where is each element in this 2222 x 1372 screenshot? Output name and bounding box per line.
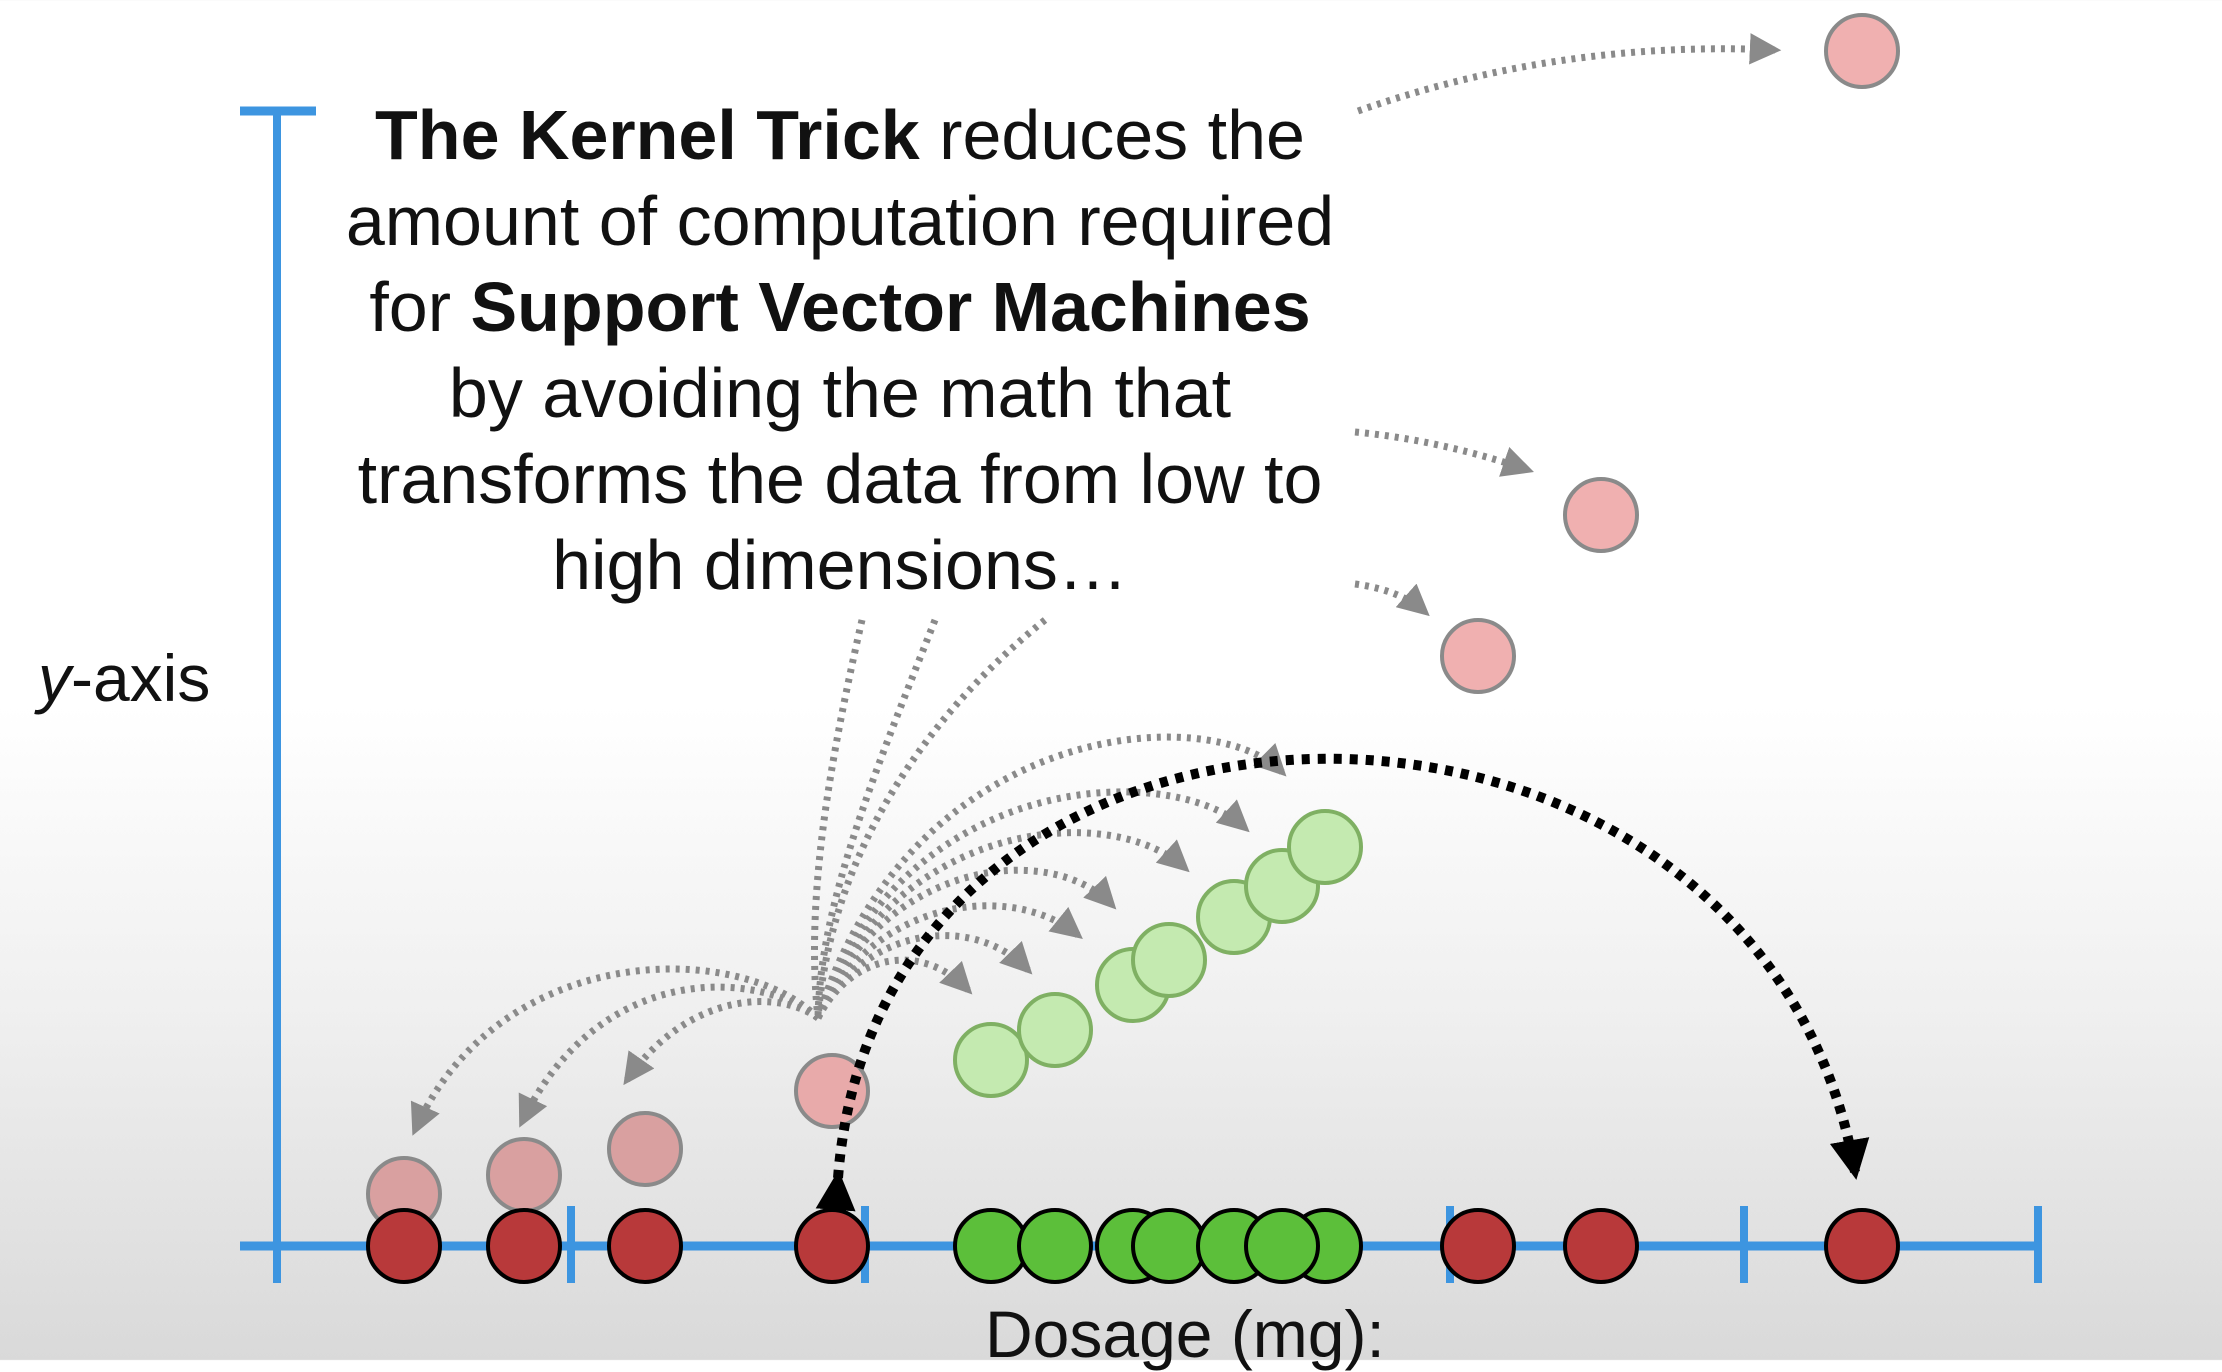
pink-point (486, 1137, 562, 1213)
x-axis-label: Dosage (mg): (985, 1297, 1385, 1371)
pink-point (607, 1111, 683, 1187)
arrow-left-3 (623, 998, 821, 1086)
light-green-point (953, 1022, 1029, 1098)
caption-text-2: by avoiding the math that transforms the… (357, 354, 1323, 604)
arrow-to-green-1 (814, 956, 973, 1020)
arrow-to-mid-pink (1354, 428, 1534, 477)
green-point (953, 1208, 1029, 1284)
arrow-to-green-6 (814, 788, 1250, 1020)
arrow-to-low-pink (1354, 580, 1430, 617)
green-point (1131, 1208, 1207, 1284)
red-point (1440, 1208, 1516, 1284)
pink-point (1440, 618, 1516, 694)
light-green-point (1287, 809, 1363, 885)
caption-bold-svm: Support Vector Machines (470, 268, 1311, 346)
caption-bold-kernel-trick: The Kernel Trick (375, 96, 920, 174)
arrow-to-green-2 (814, 932, 1033, 1020)
y-axis-label-rest: -axis (71, 641, 211, 715)
original-points (366, 1208, 1900, 1284)
arrow-left-2 (518, 983, 821, 1128)
arrow-to-top-pink (1356, 33, 1782, 115)
arrow-to-green-5 (814, 829, 1190, 1020)
arrow-from-caption-2 (814, 618, 939, 1019)
red-point (486, 1208, 562, 1284)
green-point (1017, 1208, 1093, 1284)
arrow-from-caption-1 (810, 619, 866, 1019)
y-axis-label-var: y (38, 641, 71, 715)
caption-text: The Kernel Trick reduces the amount of c… (330, 92, 1350, 608)
arrow-left-1 (410, 965, 821, 1136)
red-point (794, 1208, 870, 1284)
arrow-to-green-4 (814, 866, 1117, 1020)
light-green-point (1131, 922, 1207, 998)
transform-arrows (410, 33, 1782, 1136)
caption-text-1: reduces the amount of computation requir… (345, 96, 1335, 346)
pair-relationship-arrow (815, 753, 1870, 1212)
pink-point (1824, 13, 1900, 89)
red-point (1563, 1208, 1639, 1284)
transformed-points (366, 13, 1900, 1232)
red-point (366, 1208, 442, 1284)
y-axis-label: y-axis (38, 640, 210, 716)
light-green-point (1017, 992, 1093, 1068)
red-point (607, 1208, 683, 1284)
green-point (1244, 1208, 1320, 1284)
red-point (1824, 1208, 1900, 1284)
pink-point (1563, 477, 1639, 553)
arrow-to-green-7 (814, 733, 1287, 1020)
